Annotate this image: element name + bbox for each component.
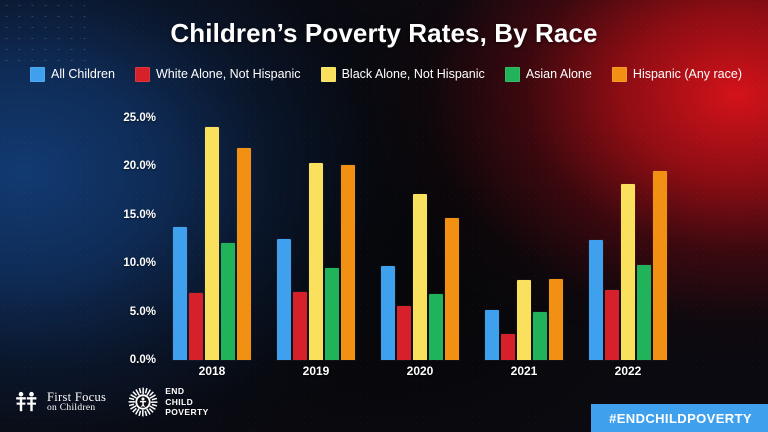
legend-label: All Children [51,67,115,82]
legend-swatch-icon [504,67,520,82]
first-focus-mark-icon [14,389,40,415]
footer-logos: First Focus on Children [14,386,209,418]
bar [589,239,603,360]
page-title: Children’s Poverty Rates, By Race [170,18,598,48]
bar [429,294,443,360]
bar [381,266,395,360]
legend-item-white-alone-not-hispanic: White Alone, Not Hispanic [135,67,301,82]
first-focus-line-1: First Focus [47,389,107,404]
y-axis-tick-label: 15.0% [123,208,156,221]
y-axis: 0.0% 5.0% 10.0% 15.0% 20.0% 25.0% [108,112,156,366]
legend-label: Black Alone, Not Hispanic [341,67,485,82]
bar [309,162,323,360]
bar-group-2018 [173,118,251,360]
ecp-line-1: END [165,386,185,397]
first-focus-wordmark: First Focus on Children [47,389,107,414]
ecp-line-3: POVERTY [165,407,209,418]
bar [517,279,531,360]
end-child-poverty-wordmark: END CHILD POVERTY [165,386,208,418]
bar-group-2020 [381,118,459,360]
legend-item-asian-alone: Asian Alone [504,67,592,82]
legend-swatch-icon [320,67,336,82]
bar-group-2021 [485,118,563,360]
bar [325,268,339,360]
bar [621,183,635,360]
legend-label: White Alone, Not Hispanic [156,67,301,82]
chart-legend: All Children White Alone, Not Hispanic Bla… [30,67,742,82]
bar [189,293,203,360]
bar [501,333,515,360]
x-axis-tick-label: 2019 [302,364,330,378]
x-axis-tick-label: 2021 [510,364,538,378]
first-focus-logo: First Focus on Children [14,389,106,415]
x-axis-tick-label: 2018 [198,364,226,378]
y-axis-tick-label: 20.0% [123,160,156,173]
first-focus-line-2: on Children [47,402,96,413]
hashtag-badge: #ENDCHILDPOVERTY [591,404,768,432]
legend-item-hispanic-any-race: Hispanic (Any race) [611,67,742,82]
bar [485,309,499,360]
legend-swatch-icon [135,67,150,82]
bar [277,239,291,360]
bar-group-2022 [589,118,667,360]
bar [173,227,187,360]
legend-label: Asian Alone [525,67,592,82]
bar [237,148,251,360]
legend-item-black-alone-not-hispanic: Black Alone, Not Hispanic [320,67,485,82]
end-child-poverty-sunburst-icon [128,387,158,417]
bar [445,217,459,360]
legend-item-all-children: All Children [30,67,115,82]
x-axis-tick-label: 2022 [614,364,642,378]
legend-swatch-icon [611,67,627,82]
legend-label: Hispanic (Any race) [632,67,742,82]
y-axis-tick-label: 5.0% [129,305,156,318]
chart-plot-area: 2018 2019 2020 2021 2022 [160,118,680,378]
bar [397,305,411,360]
end-child-poverty-logo: END CHILD POVERTY [128,386,208,418]
bar-group-2019 [277,118,355,360]
bar [221,242,235,360]
bar [549,278,563,360]
bar [293,292,307,360]
bar [637,265,651,360]
legend-swatch-icon [30,67,45,82]
bar [205,126,219,360]
y-axis-tick-label: 0.0% [129,354,156,366]
x-axis-tick-label: 2020 [406,364,434,378]
bar [605,290,619,360]
bar [341,165,355,360]
bar [533,311,547,360]
bar [653,171,667,360]
ecp-line-2: CHILD [165,396,194,407]
bar [413,194,427,360]
y-axis-tick-label: 10.0% [123,257,156,270]
y-axis-tick-label: 25.0% [123,112,156,124]
